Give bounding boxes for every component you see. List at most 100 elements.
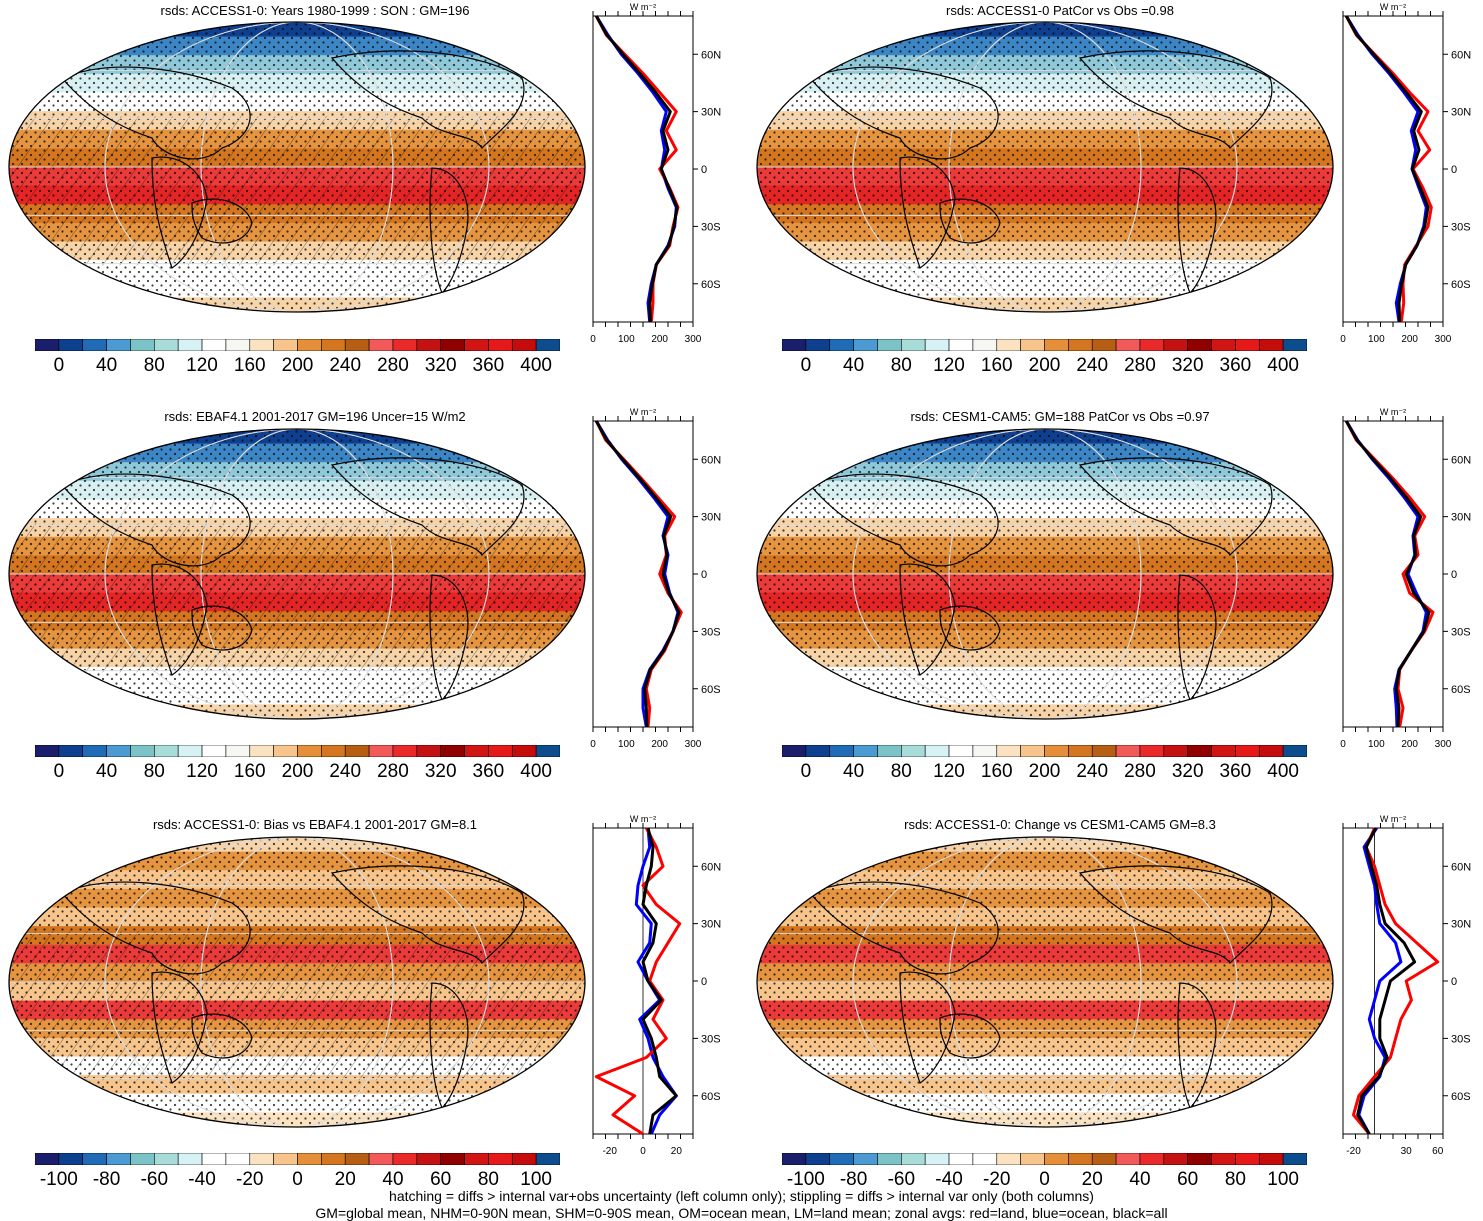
zonal-lat-tick: 60S [1451,684,1471,696]
zonal-lat-tick: 30N [1451,512,1471,524]
zonal-x-tick: 300 [685,739,702,750]
zonal-units-label: W m⁻² [1380,2,1406,12]
zonal-lat-tick: 30S [1451,221,1471,233]
colorbar-6 [782,1153,1307,1165]
colorbar-tick-label: 240 [329,355,362,376]
zonal-lat-tick: 60N [701,454,721,466]
zonal-lat-tick: 30N [1451,107,1471,119]
colorbar-tick-label: 360 [472,761,505,782]
zonal-x-tick: 200 [1401,334,1418,345]
zonal-x-tick: 0 [1340,739,1346,750]
colorbar-tick-label: 160 [233,355,266,376]
colorbar-tick-label: 40 [96,761,118,782]
zonal-lat-tick: 0 [1451,164,1457,176]
colorbar-tick-label: 400 [1267,355,1299,376]
colorbar-tick-label: 100 [1267,1169,1299,1190]
zonal-lat-tick: 30N [701,919,721,931]
colorbar-tick-label: 60 [430,1169,452,1190]
colorbar-tick-label: 200 [1028,355,1061,376]
colorbar-tick-label: 40 [382,1169,404,1190]
zonal-series-all [1344,420,1431,728]
colorbar-tick-label: 280 [377,761,409,782]
colorbar-tick-label: -20 [236,1169,264,1190]
zonal-x-tick: 200 [651,334,668,345]
map-panel-3 [8,428,586,720]
zonal-lat-tick: 0 [701,976,707,988]
colorbar-tick-label: 120 [186,761,218,782]
zonal-x-tick: 60 [1432,1146,1444,1157]
colorbar-tick-label: 0 [53,761,65,782]
footer-line-1: hatching = diffs > internal var+obs unce… [389,1188,1094,1204]
colorbar-tick-label: -80 [839,1169,868,1190]
colorbar-tick-label: 80 [143,355,165,376]
zonal-lat-tick: 30N [701,512,721,524]
zonal-lat-tick: 0 [701,569,707,581]
map-panel-1 [8,21,586,313]
zonal-lat-tick: 60S [701,1091,721,1103]
zonal-units-label: W m⁻² [630,814,656,824]
zonal-lat-tick: 60S [701,684,721,696]
colorbar-tick-label: -60 [140,1169,169,1190]
footer-line-2: GM=global mean, NHM=0-90N mean, SHM=0-90… [315,1205,1168,1221]
zonal-x-tick: 100 [1368,739,1385,750]
colorbar-tick-label: 60 [1177,1169,1199,1190]
colorbar-tick-label: 20 [334,1169,356,1190]
zonal-lat-tick: 60N [701,861,721,873]
colorbar-tick-label: 80 [890,761,912,782]
colorbar-tick-label: 0 [53,355,65,376]
zonal-units-label: W m⁻² [630,2,656,12]
map-panel-4 [756,428,1334,720]
colorbar-tick-label: -100 [786,1169,825,1190]
colorbar-3 [35,745,560,757]
colorbar-tick-label: -60 [887,1169,916,1190]
zonal-lat-tick: 0 [1451,569,1457,581]
zonal-plot-4: W m⁻² 60N 30N 0 30S 60S 0 100 200 300 [1340,407,1471,750]
panel-title-6: rsds: ACCESS1-0: Change vs CESM1-CAM5 GM… [904,817,1216,832]
colorbar-tick-label: 200 [281,355,314,376]
zonal-x-tick: 300 [1435,334,1452,345]
zonal-plot-2: W m⁻² 60N 30N 0 30S 60S 0 100 200 300 [1340,2,1471,345]
colorbar-tick-label: 0 [1039,1169,1050,1190]
colorbar-tick-label: 320 [424,355,457,376]
colorbar-tick-label: 0 [292,1169,303,1190]
colorbar-tick-label: 360 [472,355,505,376]
colorbar-tick-label: 80 [143,761,165,782]
zonal-series-all [641,827,678,1135]
zonal-lat-tick: 60N [1451,454,1471,466]
zonal-lat-tick: 0 [1451,976,1457,988]
zonal-x-tick: 0 [590,334,596,345]
zonal-units-label: W m⁻² [1380,407,1406,417]
colorbar-tick-label: 0 [800,761,812,782]
panel-title-4: rsds: CESM1-CAM5: GM=188 PatCor vs Obs =… [910,409,1210,424]
zonal-series-all [1344,15,1430,323]
zonal-units-label: W m⁻² [630,407,656,417]
colorbar-tick-label: 80 [1224,1169,1246,1190]
colorbar-tick-label: 160 [980,355,1013,376]
zonal-lat-tick: 30S [701,626,721,638]
zonal-x-tick: -20 [1346,1146,1361,1157]
colorbar-tick-label: 40 [96,355,118,376]
zonal-plot-5: W m⁻² 60N 30N 0 30S 60S -20 0 20 [592,814,721,1157]
colorbar-tick-label: 80 [477,1169,499,1190]
colorbar-tick-label: 360 [1219,761,1252,782]
colorbar-tick-label: 280 [377,355,409,376]
zonal-x-tick: 200 [651,739,668,750]
zonal-x-tick: 0 [590,739,596,750]
colorbar-tick-label: -40 [935,1169,963,1190]
zonal-lat-tick: 30S [701,221,721,233]
colorbar-4 [782,745,1307,757]
colorbar-tick-label: 200 [281,761,314,782]
colorbar-tick-label: 40 [843,355,865,376]
zonal-series-all [1356,827,1417,1135]
colorbar-2 [782,339,1307,351]
zonal-series-all [594,420,681,728]
zonal-x-tick: 300 [685,334,702,345]
colorbar-tick-label: 320 [1171,761,1204,782]
colorbar-tick-label: 40 [843,761,865,782]
zonal-x-tick: 0 [1340,334,1346,345]
zonal-x-tick: -20 [602,1146,617,1157]
zonal-series-all [594,15,679,323]
colorbar-tick-label: 320 [424,761,457,782]
zonal-x-tick: 30 [1401,1146,1413,1157]
colorbar-tick-label: 120 [933,761,965,782]
